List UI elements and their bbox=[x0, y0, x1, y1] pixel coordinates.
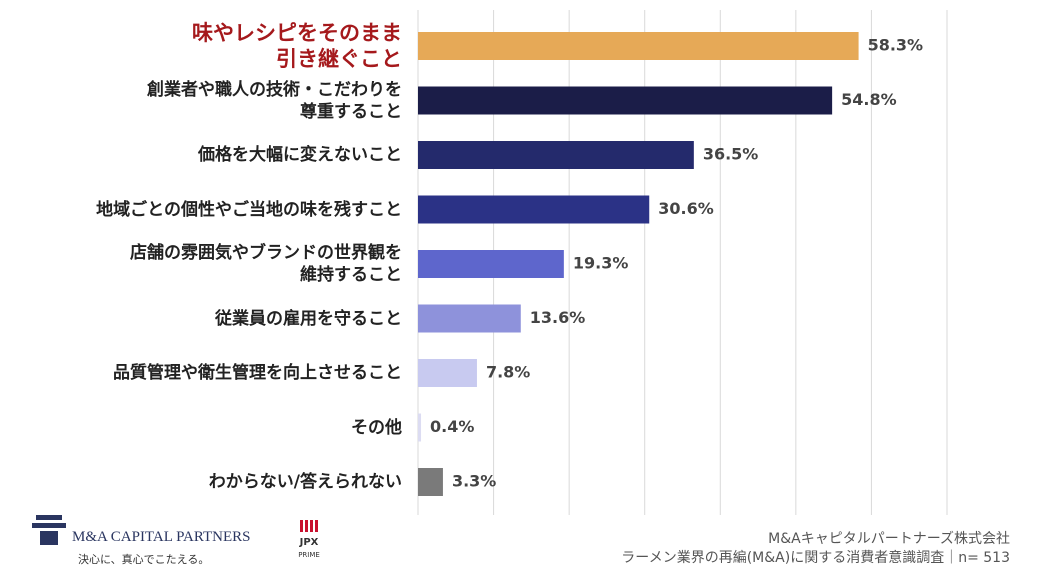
source: ラーメン業界の再編(M&A)に関する消費者意識調査｜n= 513 bbox=[621, 550, 1010, 566]
value-label: 3.3% bbox=[452, 472, 496, 491]
logo-mark bbox=[32, 515, 66, 545]
logo-text: M&A CAPITAL PARTNERS bbox=[72, 529, 251, 545]
category-label: 地域ごとの個性やご当地の味を残すこと bbox=[96, 199, 402, 220]
bar bbox=[418, 32, 859, 60]
value-label: 7.8% bbox=[486, 363, 530, 382]
category-label: 店舗の雰囲気やブランドの世界観を 維持すること bbox=[130, 243, 402, 285]
bar bbox=[418, 304, 521, 333]
tagline: 決心に、真心でこたえる。 bbox=[78, 552, 209, 566]
category-label: 味やレシピをそのまま 引き継ぐこと bbox=[192, 21, 402, 71]
value-label: 13.6% bbox=[530, 308, 586, 327]
prime-text: PRIME bbox=[298, 551, 320, 559]
category-label: 価格を大幅に変えないこと bbox=[198, 145, 402, 165]
bar bbox=[418, 141, 694, 169]
category-label: 創業者や職人の技術・こだわりを 尊重すること bbox=[147, 79, 402, 122]
category-label: その他 bbox=[351, 417, 402, 438]
jpx-text: JPX bbox=[299, 537, 319, 548]
bar bbox=[418, 250, 564, 278]
value-label: 19.3% bbox=[573, 254, 629, 273]
source: M&Aキャピタルパートナーズ株式会社 bbox=[768, 531, 1010, 547]
bar bbox=[418, 468, 443, 496]
category-label: わからない/答えられない bbox=[208, 472, 402, 492]
bar bbox=[418, 413, 422, 442]
value-label: 30.6% bbox=[658, 199, 714, 218]
value-label: 0.4% bbox=[430, 417, 474, 436]
bar bbox=[418, 359, 477, 387]
value-label: 54.8% bbox=[841, 90, 897, 109]
bar bbox=[418, 195, 650, 224]
value-label: 58.3% bbox=[868, 36, 924, 55]
bar bbox=[418, 86, 833, 115]
category-label: 品質管理や衛生管理を向上させること bbox=[113, 363, 402, 383]
jpx-mark bbox=[300, 520, 318, 532]
value-label: 36.5% bbox=[703, 145, 759, 164]
category-label: 従業員の雇用を守ること bbox=[215, 308, 402, 329]
